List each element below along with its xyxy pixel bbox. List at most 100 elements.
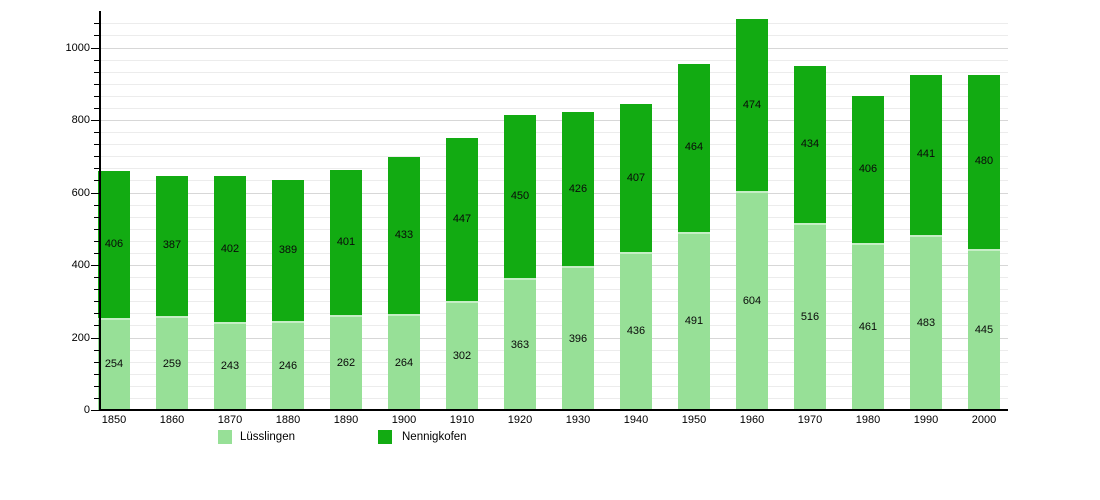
stacked-bar-1900: 433 264	[388, 157, 420, 410]
gridline-minor	[101, 204, 1008, 206]
gridline-minor	[101, 35, 1008, 37]
stacked-bar-1850: 406 254	[98, 170, 130, 410]
bar-value-label: 461	[858, 320, 878, 333]
gridline-major	[101, 120, 1008, 121]
bar-value-label: 447	[452, 213, 472, 225]
gridline-minor	[101, 252, 1008, 254]
gridline-minor	[101, 59, 1008, 61]
bar-segment-luesslingen: 264	[388, 314, 420, 410]
stacked-bar-1890: 401 262	[330, 169, 362, 410]
y-tick-minor	[94, 23, 99, 25]
stacked-bar-1970: 434 516	[794, 65, 826, 410]
legend-label-luesslingen: Lüsslingen	[240, 431, 295, 443]
bar-value-label: 433	[394, 229, 414, 242]
y-axis-line	[99, 11, 101, 411]
bar-segment-luesslingen: 436	[620, 251, 652, 410]
y-tick-minor	[94, 385, 99, 387]
gridline-minor	[101, 361, 1008, 363]
x-axis-line	[99, 409, 1008, 411]
bar-value-label: 491	[684, 315, 704, 328]
y-axis-tick-label: 1000	[65, 41, 90, 54]
y-tick-major	[91, 410, 99, 411]
stacked-bar-1860: 387 259	[156, 175, 188, 410]
x-axis-tick-label: 1950	[681, 414, 707, 426]
bar-value-label: 401	[336, 235, 356, 248]
gridline-minor	[101, 301, 1008, 303]
bar-segment-nennigkofen: 433	[388, 157, 420, 315]
x-axis-tick-label: 1890	[333, 414, 359, 426]
x-axis-tick-label: 1880	[275, 414, 301, 426]
gridline-minor	[101, 71, 1008, 73]
bar-segment-nennigkofen: 447	[446, 138, 478, 301]
gridline-major	[101, 47, 1008, 49]
gridline-minor	[101, 397, 1008, 399]
x-axis-tick-label: 1980	[855, 414, 881, 426]
y-tick-minor	[94, 240, 99, 242]
y-axis-tick-label: 200	[71, 331, 90, 344]
y-tick-minor	[94, 361, 99, 363]
bar-value-label: 363	[510, 338, 530, 351]
stacked-bar-1940: 407 436	[620, 104, 652, 410]
stacked-bar-1930: 426 396	[562, 112, 594, 410]
x-axis-tick-label: 2000	[971, 414, 997, 426]
y-tick-minor	[94, 301, 99, 303]
bar-value-label: 243	[220, 360, 240, 373]
y-tick-minor	[94, 313, 99, 315]
gridline-minor	[101, 385, 1008, 387]
bar-segment-luesslingen: 604	[736, 191, 768, 410]
bar-value-label: 483	[916, 316, 936, 329]
x-axis-tick-label: 1860	[159, 414, 185, 426]
bar-value-label: 445	[974, 323, 994, 336]
bar-segment-luesslingen: 461	[852, 242, 884, 410]
y-tick-major	[91, 337, 99, 339]
stacked-bar-1910: 447 302	[446, 138, 478, 410]
bar-segment-nennigkofen: 434	[794, 65, 826, 223]
gridline-minor	[101, 240, 1008, 242]
y-tick-minor	[94, 95, 99, 97]
bar-value-label: 402	[220, 242, 240, 255]
bar-segment-nennigkofen: 426	[562, 112, 594, 267]
bar-segment-nennigkofen: 389	[272, 179, 304, 321]
y-tick-minor	[94, 325, 99, 327]
y-tick-major	[91, 192, 99, 194]
bar-segment-luesslingen: 396	[562, 266, 594, 410]
bar-value-label: 387	[162, 239, 182, 252]
gridline-minor	[101, 107, 1008, 109]
legend-label-nennigkofen: Nennigkofen	[402, 431, 467, 443]
x-axis-tick-label: 1960	[739, 414, 765, 426]
bar-value-label: 259	[162, 357, 182, 370]
y-tick-minor	[94, 59, 99, 61]
y-tick-minor	[94, 156, 99, 158]
bar-value-label: 406	[104, 237, 124, 250]
x-axis-tick-label: 1970	[797, 414, 823, 426]
stacked-bar-1980: 406 461	[852, 95, 884, 410]
stacked-bar-2000: 480 445	[968, 74, 1000, 410]
gridline-minor	[101, 277, 1008, 279]
y-tick-minor	[94, 180, 99, 182]
stacked-bar-1880: 389 246	[272, 179, 304, 410]
y-tick-minor	[94, 252, 99, 254]
gridline-minor	[101, 349, 1008, 351]
x-axis-tick-label: 1940	[623, 414, 649, 426]
bar-value-label: 464	[684, 141, 704, 154]
x-axis-tick-label: 1850	[101, 414, 127, 426]
gridline-minor	[101, 168, 1008, 170]
y-tick-minor	[94, 71, 99, 73]
y-tick-minor	[94, 228, 99, 230]
y-tick-minor	[94, 277, 99, 279]
x-axis-tick-label: 1870	[217, 414, 243, 426]
bar-value-label: 604	[742, 295, 762, 307]
bar-value-label: 302	[452, 349, 472, 362]
y-tick-minor	[94, 216, 99, 218]
y-tick-minor	[94, 107, 99, 109]
bar-value-label: 474	[742, 98, 762, 111]
bar-value-label: 436	[626, 325, 646, 338]
bar-segment-luesslingen: 445	[968, 248, 1000, 410]
y-tick-major	[91, 120, 99, 121]
bar-value-label: 434	[800, 137, 820, 150]
gridline-minor	[101, 228, 1008, 230]
y-tick-major	[91, 265, 99, 266]
bar-segment-luesslingen: 243	[214, 321, 246, 410]
bar-segment-nennigkofen: 480	[968, 74, 1000, 249]
